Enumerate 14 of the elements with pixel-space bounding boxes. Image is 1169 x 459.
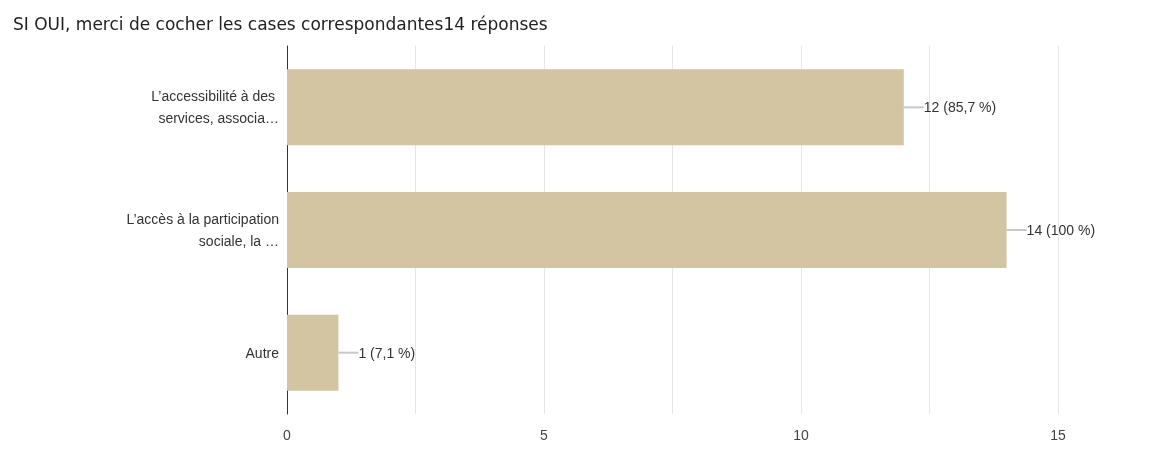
chart-title: SI OUI, merci de cocher les cases correspondantes14 réponses [13,13,548,34]
bar [287,191,1007,269]
x-tick-label: 10 [793,427,809,443]
y-tick-label: Autre [245,344,280,361]
data-label: 14 (100 %) [1026,222,1096,238]
bar [287,69,904,146]
x-tick-label: 0 [283,427,292,443]
x-tick-label: 5 [540,427,549,443]
data-label: 1 (7,1 %) [358,344,416,361]
bar [287,314,339,391]
x-tick-label: 15 [1050,427,1066,443]
y-tick-label: L’accessibilité à des services, associa… [151,88,279,127]
data-label: 12 (85,7 %) [923,99,997,116]
y-tick-label: L’accès à la participation sociale, la … [126,211,279,249]
